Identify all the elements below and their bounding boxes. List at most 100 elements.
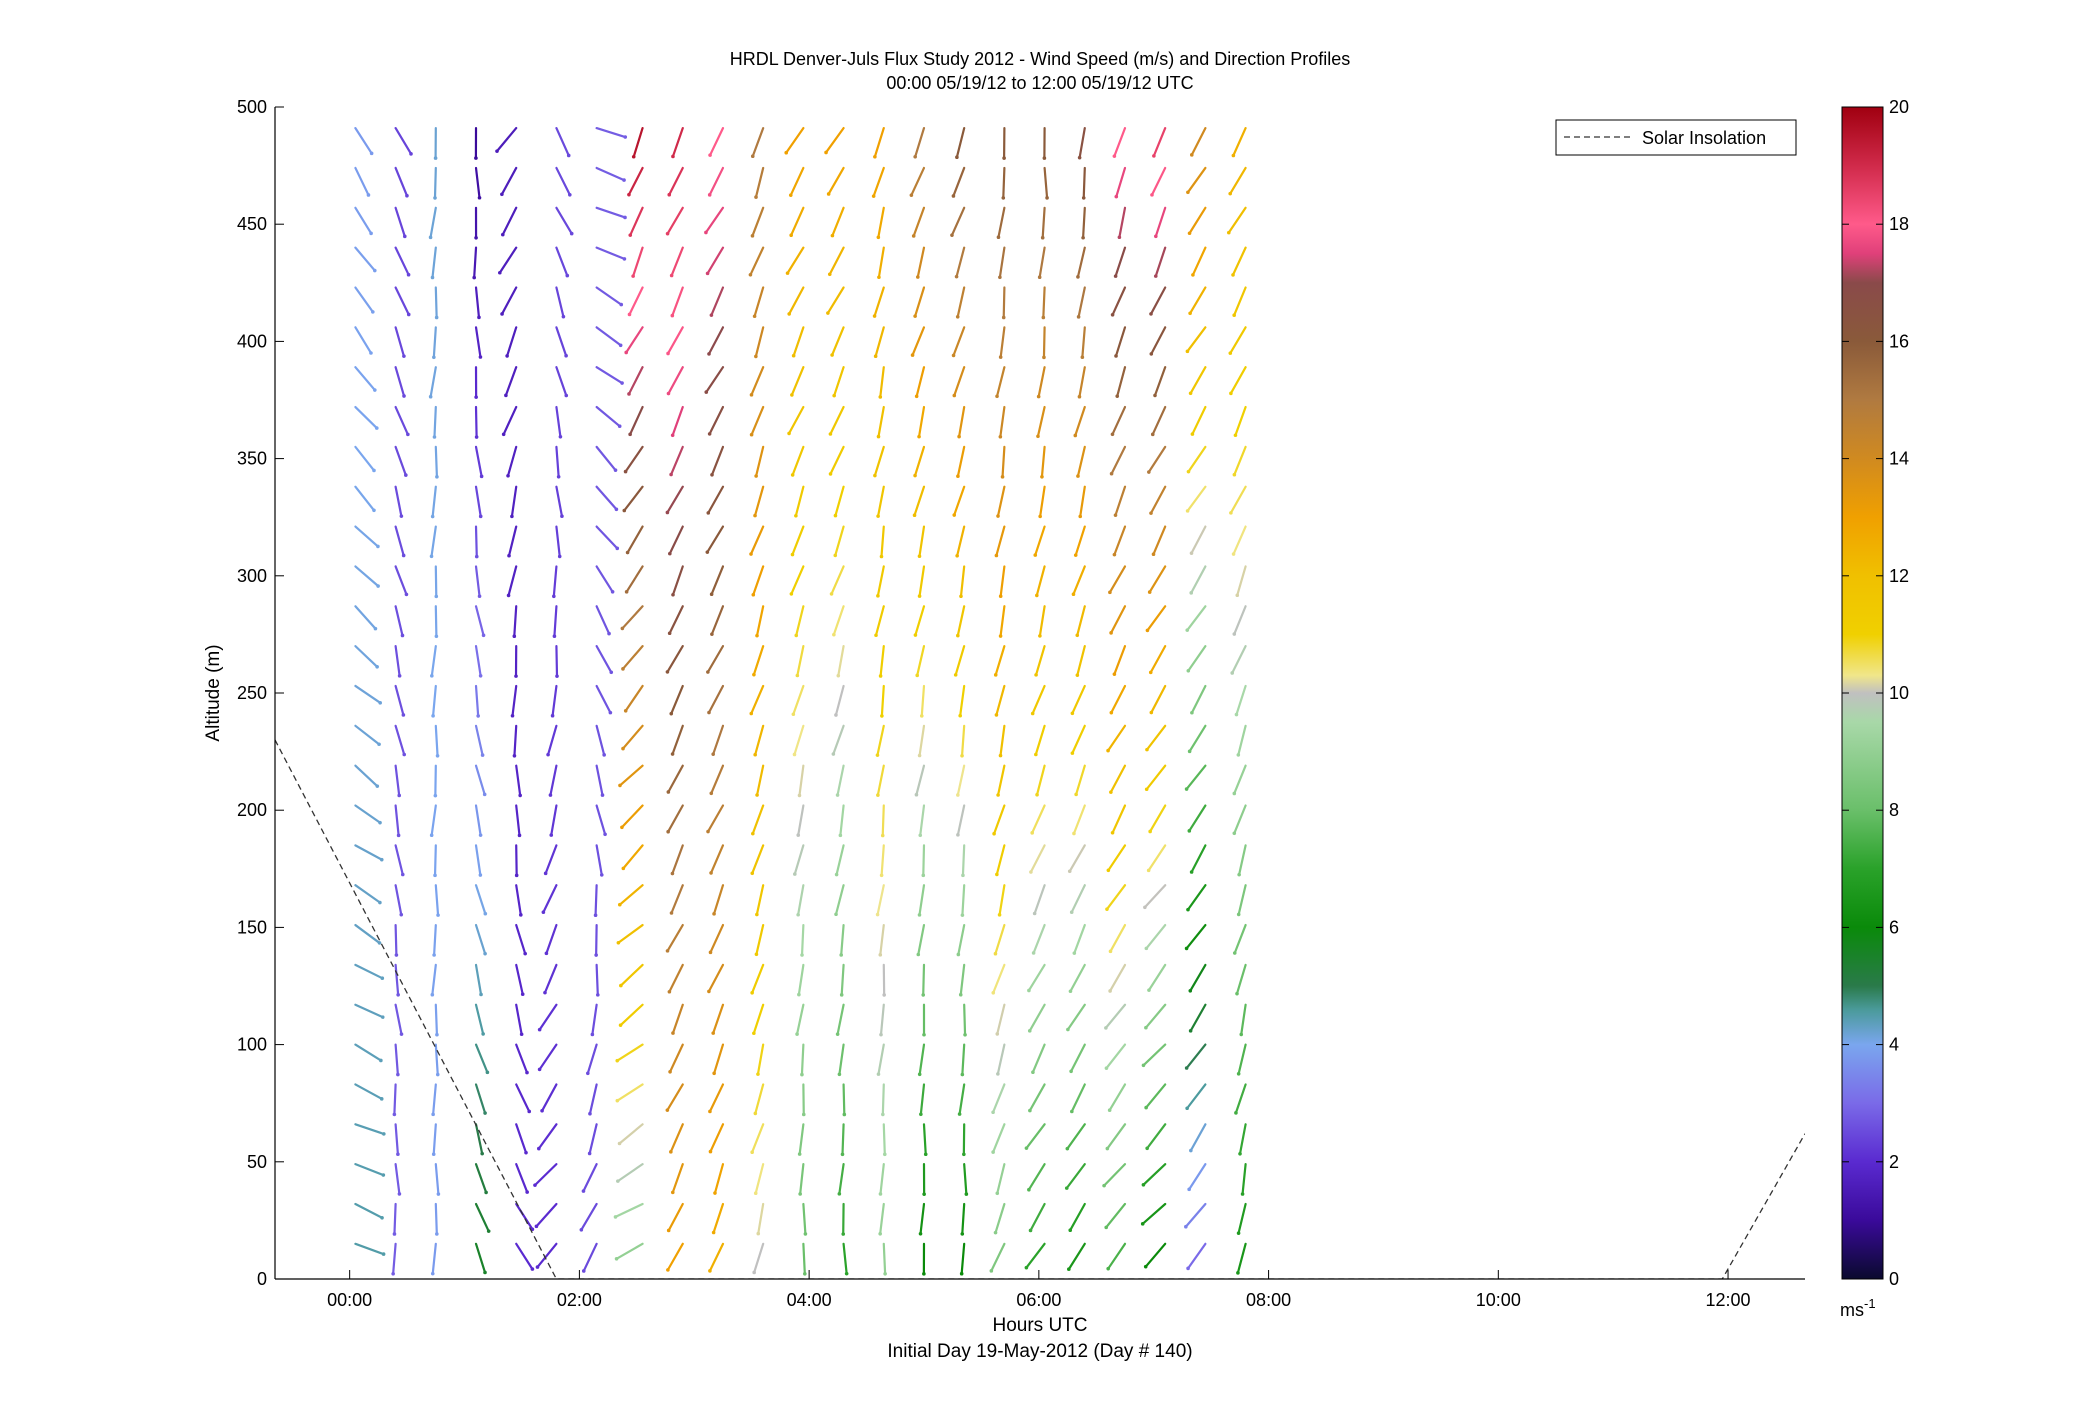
wind-barb-head (1232, 472, 1237, 477)
wind-barb-head (369, 351, 373, 355)
wind-barb (434, 724, 439, 757)
wind-barb (432, 1083, 437, 1116)
wind-barb-head (1234, 1111, 1238, 1115)
wind-barb-head (624, 350, 628, 355)
wind-barb-head (478, 873, 483, 877)
wind-barb-head (1144, 1105, 1148, 1110)
wind-barb-head (372, 268, 377, 273)
wind-barb (1105, 884, 1127, 911)
wind-barb (555, 326, 568, 357)
wind-barb-head (1065, 1146, 1070, 1151)
wind-barb-head (618, 343, 623, 348)
wind-barb-head (831, 752, 836, 756)
wind-barb-head (500, 192, 504, 197)
wind-barb-head (482, 792, 487, 797)
wind-barb (751, 126, 765, 158)
wind-barb-head (1188, 311, 1192, 316)
wind-barb-head (832, 632, 836, 637)
wind-barb (1076, 645, 1086, 677)
wind-barb (627, 366, 644, 396)
wind-barb-head (593, 913, 598, 917)
wind-barb-head (873, 354, 878, 359)
wind-barb (1229, 166, 1247, 195)
x-tick-label: 08:00 (1246, 1290, 1291, 1310)
wind-barb-head (748, 273, 753, 277)
wind-barb (1142, 1163, 1167, 1186)
wind-barb (431, 485, 437, 518)
wind-barb (919, 1083, 926, 1116)
wind-barb-head (995, 1032, 1000, 1036)
wind-barb-head (631, 154, 636, 159)
wind-barb-head (1145, 628, 1150, 633)
y-tick-label: 350 (237, 449, 267, 469)
wind-barb (515, 1123, 528, 1154)
wind-barb-head (380, 976, 385, 980)
wind-barb (1111, 286, 1127, 316)
wind-barb (588, 1083, 598, 1115)
wind-barb (713, 1043, 725, 1075)
wind-barb-head (565, 273, 570, 278)
wind-barb (826, 286, 845, 315)
wind-barb (507, 565, 518, 597)
wind-barb (831, 206, 845, 237)
wind-barb-head (579, 1228, 584, 1232)
wind-barb-head (400, 872, 405, 877)
wind-barb (910, 166, 926, 197)
wind-barb-head (1073, 433, 1078, 438)
colorbar-tick-label: 20 (1889, 97, 1909, 117)
wind-barb (582, 1163, 598, 1193)
wind-barb-head (1033, 553, 1038, 557)
wind-barb (961, 1043, 966, 1076)
wind-barb (1190, 126, 1207, 156)
wind-barb (515, 804, 521, 837)
wind-barb-head (1108, 590, 1112, 595)
wind-barb-head (671, 1031, 675, 1035)
wind-barb (501, 206, 518, 236)
wind-barb (995, 844, 1006, 876)
wind-barb (1073, 923, 1086, 955)
wind-barb (671, 126, 684, 158)
wind-barb (515, 1003, 523, 1036)
wind-barb (797, 963, 805, 996)
wind-barb-head (1034, 673, 1038, 677)
wind-barb (1038, 246, 1046, 279)
wind-barb (882, 1242, 887, 1275)
wind-barb-head (622, 508, 627, 513)
wind-barb (950, 206, 966, 237)
wind-barb-head (405, 193, 409, 198)
wind-barb (500, 286, 518, 316)
solar-insolation-series (275, 739, 1805, 1279)
wind-barb-head (917, 594, 922, 598)
wind-barb-head (1076, 315, 1081, 319)
wind-barb (1113, 126, 1127, 158)
wind-barb (1071, 684, 1086, 715)
wind-barb (474, 326, 482, 359)
wind-barb (840, 963, 845, 996)
wind-barb-head (1074, 792, 1078, 797)
wind-barb-head (432, 435, 437, 439)
wind-barb-head (530, 1267, 535, 1271)
wind-barb (515, 1202, 534, 1231)
wind-barb (354, 445, 376, 472)
wind-barb (877, 206, 885, 239)
wind-barb-head (622, 257, 627, 261)
wind-barb-head (615, 1058, 620, 1063)
wind-barb-head (480, 753, 485, 757)
wind-barb (1037, 366, 1046, 398)
wind-barb-head (1186, 668, 1191, 673)
wind-barb (705, 366, 725, 394)
wind-barb-head (1234, 712, 1239, 717)
wind-barb-head (878, 953, 883, 957)
wind-barb (354, 126, 373, 155)
wind-barb-head (1239, 1032, 1244, 1037)
wind-barb (616, 1083, 644, 1102)
wind-barb (915, 366, 926, 398)
wind-barb-head (1031, 951, 1036, 955)
wind-barb (709, 844, 725, 874)
wind-barb (670, 684, 684, 715)
wind-barb (880, 684, 885, 718)
wind-barb-head (481, 1032, 485, 1036)
wind-barb-head (922, 1192, 926, 1196)
wind-barb (751, 1123, 765, 1154)
wind-barb-head (962, 1152, 966, 1157)
